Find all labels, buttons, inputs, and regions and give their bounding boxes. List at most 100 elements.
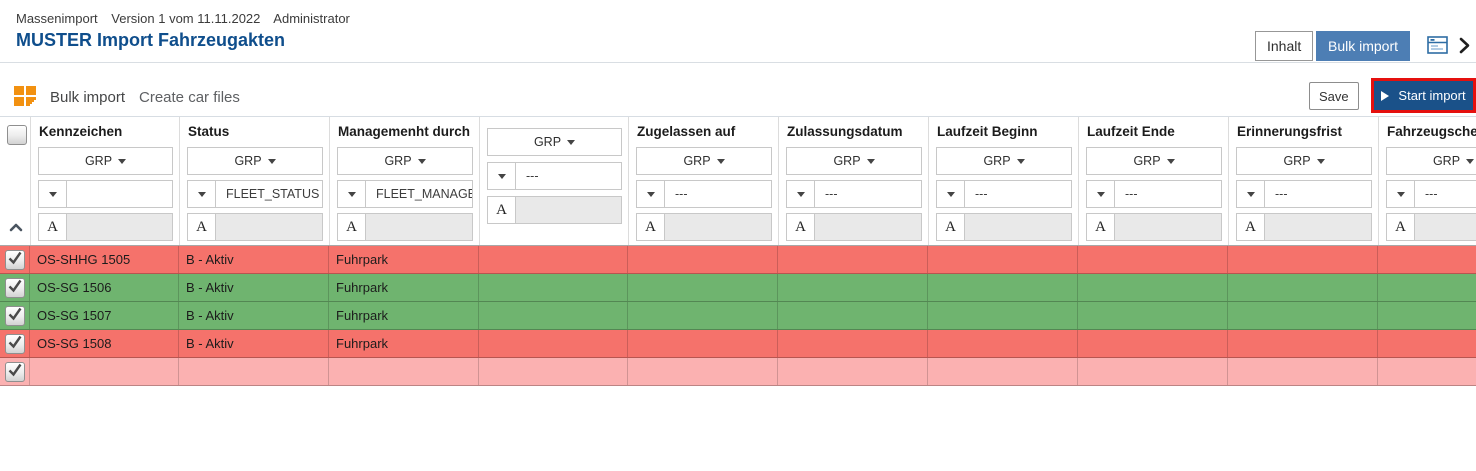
- filter-column-laufzeit-beginn: Laufzeit Beginn GRP --- A: [928, 117, 1079, 245]
- cell-kennzeichen: OS-SG 1508: [30, 330, 179, 357]
- toolbar-divider: [0, 116, 1476, 117]
- save-button[interactable]: Save: [1309, 82, 1359, 110]
- text-filter-input[interactable]: [815, 214, 921, 240]
- toolbar-tab-create-car-files[interactable]: Create car files: [139, 89, 240, 106]
- group-dropdown-button[interactable]: GRP: [636, 147, 772, 175]
- filter-select[interactable]: ---: [487, 162, 622, 190]
- cell-status: [179, 358, 329, 385]
- text-filter: A: [936, 213, 1072, 241]
- chevron-up-icon[interactable]: [9, 220, 23, 232]
- table-row: OS-SHHG 1505 B - Aktiv Fuhrpark: [0, 246, 1476, 274]
- start-import-button[interactable]: Start import: [1374, 81, 1473, 110]
- text-filter: A: [786, 213, 922, 241]
- text-style-label: A: [637, 214, 665, 240]
- chevron-down-icon: [1166, 158, 1175, 164]
- text-filter-input[interactable]: [366, 214, 472, 240]
- filter-select[interactable]: FLEET_STATUS: [187, 180, 323, 208]
- text-filter-input[interactable]: [216, 214, 322, 240]
- row-checkbox[interactable]: [0, 274, 30, 301]
- text-filter-input[interactable]: [965, 214, 1071, 240]
- text-filter: A: [1386, 213, 1476, 241]
- table-filter-header: Kennzeichen GRP A Status GRP: [0, 117, 1476, 246]
- cell-zugelassen-auf: [628, 302, 778, 329]
- chevron-down-icon: [39, 181, 67, 207]
- text-style-label: A: [1237, 214, 1265, 240]
- group-dropdown-button[interactable]: GRP: [38, 147, 173, 175]
- filter-select[interactable]: ---: [786, 180, 922, 208]
- row-checkbox[interactable]: [0, 302, 30, 329]
- row-checkbox[interactable]: [0, 358, 30, 385]
- table-row: OS-SG 1508 B - Aktiv Fuhrpark: [0, 330, 1476, 358]
- form-panel-icon[interactable]: [1427, 36, 1448, 54]
- group-dropdown-button[interactable]: GRP: [1236, 147, 1372, 175]
- group-dropdown-button[interactable]: GRP: [936, 147, 1072, 175]
- chevron-down-icon: [1387, 181, 1415, 207]
- cell-erinnerungsfrist: [1228, 274, 1378, 301]
- text-style-label: A: [1387, 214, 1415, 240]
- cell-kennzeichen: OS-SHHG 1505: [30, 246, 179, 273]
- filter-select[interactable]: ---: [1086, 180, 1222, 208]
- group-dropdown-button[interactable]: GRP: [487, 128, 622, 156]
- row-checkbox[interactable]: [0, 246, 30, 273]
- filter-column-status: Status GRP FLEET_STATUS A: [179, 117, 330, 245]
- text-filter: A: [337, 213, 473, 241]
- column-header-label: Fahrzeugschein: [1387, 124, 1476, 139]
- check-icon: [6, 361, 24, 382]
- row-checkbox[interactable]: [0, 330, 30, 357]
- check-icon: [6, 333, 24, 354]
- group-dropdown-button[interactable]: GRP: [786, 147, 922, 175]
- column-header-label: Zulassungsdatum: [787, 124, 903, 139]
- group-dropdown-button[interactable]: GRP: [1086, 147, 1222, 175]
- chevron-right-icon[interactable]: [1459, 37, 1471, 54]
- text-filter-input[interactable]: [1115, 214, 1221, 240]
- toolbar-tab-bulk-import[interactable]: Bulk import: [50, 89, 126, 106]
- filter-select[interactable]: FLEET_MANAGE: [337, 180, 473, 208]
- chevron-down-icon: [417, 158, 426, 164]
- column-header-label: Zugelassen auf: [637, 124, 736, 139]
- text-style-label: A: [787, 214, 815, 240]
- cell-empty: [479, 330, 628, 357]
- text-filter-input[interactable]: [665, 214, 771, 240]
- text-filter: A: [187, 213, 323, 241]
- cell-empty: [479, 246, 628, 273]
- cell-erinnerungsfrist: [1228, 302, 1378, 329]
- text-filter: A: [636, 213, 772, 241]
- text-filter-input[interactable]: [1265, 214, 1371, 240]
- filter-select[interactable]: ---: [636, 180, 772, 208]
- filter-select[interactable]: [38, 180, 173, 208]
- text-filter: A: [1236, 213, 1372, 241]
- chevron-down-icon: [488, 163, 516, 189]
- text-style-label: A: [1087, 214, 1115, 240]
- filter-select[interactable]: ---: [936, 180, 1072, 208]
- chevron-down-icon: [338, 181, 366, 207]
- text-filter-input[interactable]: [516, 197, 621, 223]
- tab-bulk-import[interactable]: Bulk import: [1316, 31, 1411, 61]
- tab-inhalt[interactable]: Inhalt: [1255, 31, 1314, 61]
- group-dropdown-button[interactable]: GRP: [337, 147, 473, 175]
- text-style-label: A: [39, 214, 67, 240]
- table-row: OS-SG 1507 B - Aktiv Fuhrpark: [0, 302, 1476, 330]
- cell-zulassungsdatum: [778, 358, 928, 385]
- chevron-down-icon: [1466, 158, 1475, 164]
- filter-select[interactable]: ---: [1386, 180, 1476, 208]
- filter-select[interactable]: ---: [1236, 180, 1372, 208]
- chevron-down-icon: [1316, 158, 1325, 164]
- cell-status: B - Aktiv: [179, 246, 329, 273]
- group-dropdown-button[interactable]: GRP: [187, 147, 323, 175]
- group-dropdown-button[interactable]: GRP: [1386, 147, 1476, 175]
- text-filter-input[interactable]: [1415, 214, 1476, 240]
- chevron-down-icon: [567, 139, 576, 145]
- text-filter: A: [38, 213, 173, 241]
- column-header-label: Erinnerungsfrist: [1237, 124, 1343, 139]
- tiles-icon: [14, 85, 36, 107]
- filter-column-zulassungsdatum: Zulassungsdatum GRP --- A: [778, 117, 929, 245]
- select-all-checkbox[interactable]: [7, 125, 27, 145]
- column-header-label: Laufzeit Ende: [1087, 124, 1175, 139]
- check-icon: [6, 277, 24, 298]
- chevron-down-icon: [118, 158, 127, 164]
- cell-zugelassen-auf: [628, 246, 778, 273]
- chevron-down-icon: [716, 158, 725, 164]
- text-filter-input[interactable]: [67, 214, 172, 240]
- filter-column-erinnerungsfrist: Erinnerungsfrist GRP --- A: [1228, 117, 1379, 245]
